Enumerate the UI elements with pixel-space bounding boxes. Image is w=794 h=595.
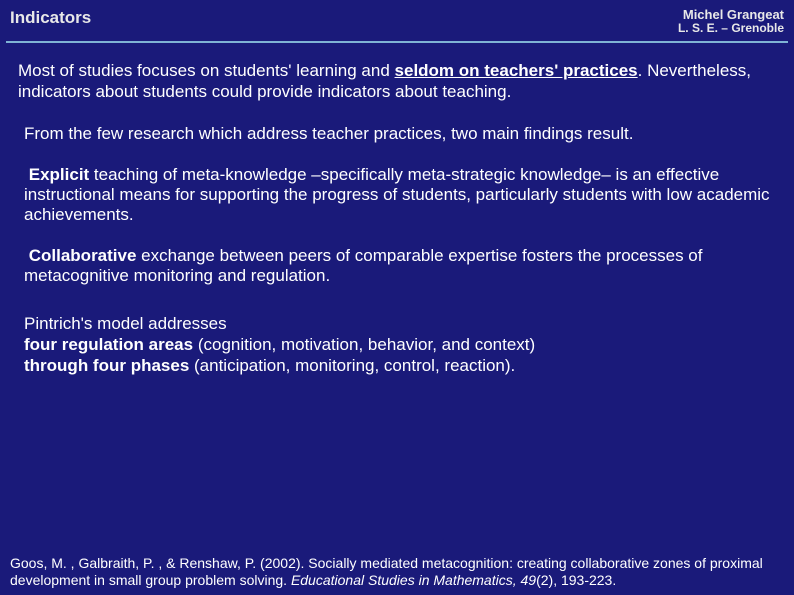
model-line1: Pintrich's model addresses [24,314,227,333]
model-line2-rest: (cognition, motivation, behavior, and co… [193,335,535,354]
paragraph-collaborative: Collaborative exchange between peers of … [18,246,776,287]
content-area: Most of studies focuses on students' lea… [0,43,794,376]
paragraph-intro: Most of studies focuses on students' lea… [18,61,776,102]
header: Indicators Michel Grangeat L. S. E. – Gr… [0,0,794,39]
citation-tail: (2), 193-223. [536,572,616,588]
model-line3-rest: (anticipation, monitoring, control, reac… [189,356,515,375]
paragraph-findings-intro: From the few research which address teac… [18,124,776,144]
p3-lead: Explicit [29,165,89,184]
citation: Goos, M. , Galbraith, P. , & Renshaw, P.… [0,555,794,589]
p4-lead: Collaborative [29,246,137,265]
paragraph-model: Pintrich's model addresses four regulati… [18,313,776,377]
slide-title: Indicators [10,8,91,28]
model-line2-bold: four regulation areas [24,335,193,354]
p1-pre: Most of studies focuses on students' lea… [18,61,395,80]
p1-emphasis: seldom on teachers' practices [395,61,638,80]
author-block: Michel Grangeat L. S. E. – Grenoble [678,8,784,35]
p3-text: teaching of meta-knowledge –specifically… [24,165,770,225]
citation-journal: Educational Studies in Mathematics, 49 [291,572,536,588]
paragraph-explicit: Explicit teaching of meta-knowledge –spe… [18,165,776,226]
model-line3-bold: through four phases [24,356,189,375]
author-name: Michel Grangeat [678,8,784,22]
author-affiliation: L. S. E. – Grenoble [678,22,784,35]
